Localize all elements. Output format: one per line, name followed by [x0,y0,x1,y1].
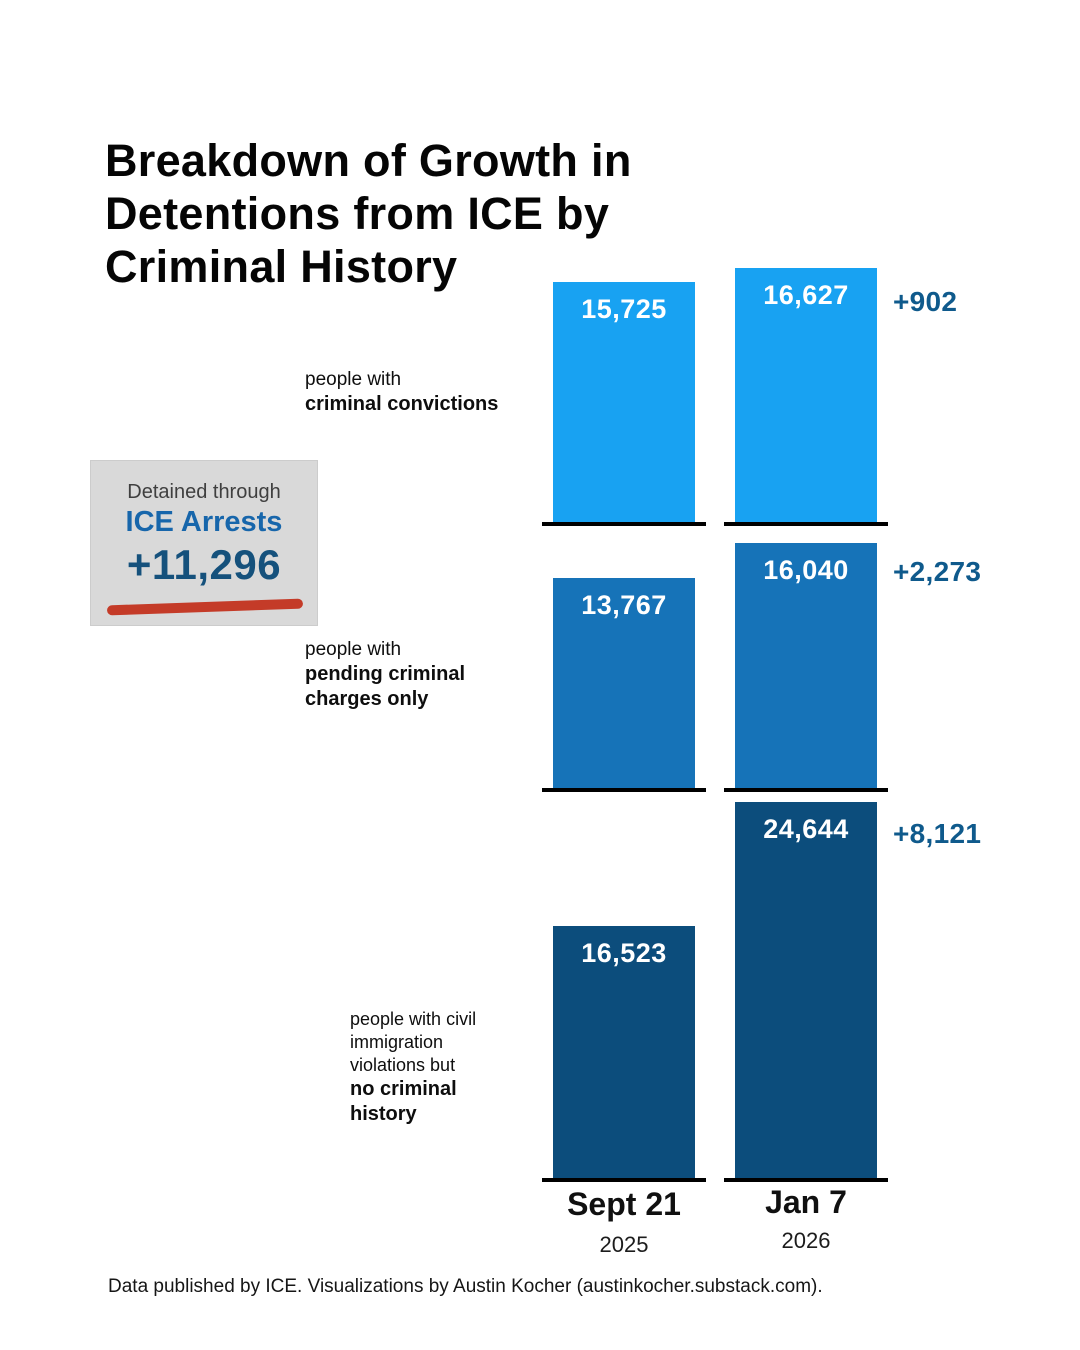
axis-baseline [724,1178,888,1182]
bar-value-label: 24,644 [763,814,849,844]
total-callout-box: Detained through ICE Arrests +11,296 [90,460,318,626]
bar-value-label: 16,040 [763,555,849,585]
category-label-bold: pending criminal charges only [305,663,466,711]
red-underline-stroke [106,598,304,616]
axis-baseline [724,788,888,792]
delta-label-no-criminal-history: +8,121 [893,818,982,849]
bar-value-label: 13,767 [581,590,667,620]
x-axis-year-2025: 2025 [599,1232,649,1257]
category-label-no-criminal-history: people with civil immigration violations… [350,1008,530,1127]
x-axis-year-2026: 2026 [781,1228,831,1253]
bar-sept21-criminal-convictions: 15,725 [553,282,695,522]
axis-baseline [542,788,706,792]
callout-title: ICE Arrests [125,506,283,538]
delta-label-criminal-convictions: +902 [893,286,958,317]
axis-baseline [542,522,706,526]
category-label-regular: people with civil immigration violations… [350,1009,477,1076]
category-label-bold: no criminal history [350,1078,457,1126]
bar-value-label: 15,725 [581,294,667,324]
category-label-bold: criminal convictions [305,393,499,416]
bar-sept21-no-criminal-history: 16,523 [553,926,695,1178]
category-label-regular: people with [305,639,402,660]
axis-baseline [542,1178,706,1182]
bar-jan7-no-criminal-history: 24,644 [735,802,877,1178]
bar-jan7-criminal-convictions: 16,627 [735,268,877,522]
bar-jan7-pending-charges: 16,040 [735,543,877,788]
category-label-criminal-convictions: people with criminal convictions [305,368,565,417]
page-title: Breakdown of Growth in Detentions from I… [105,135,632,293]
delta-label-pending-charges: +2,273 [893,556,982,587]
bar-value-label: 16,523 [581,938,667,968]
x-axis-label-jan7: Jan 7 [765,1184,847,1220]
axis-baseline [724,522,888,526]
source-credit: Data published by ICE. Visualizations by… [108,1276,823,1297]
category-label-regular: people with [305,369,402,390]
bar-value-label: 16,627 [763,280,849,310]
category-label-pending-charges: people with pending criminal charges onl… [305,638,565,712]
callout-eyebrow: Detained through [127,481,281,503]
callout-total-value: +11,296 [126,541,282,588]
bar-sept21-pending-charges: 13,767 [553,578,695,788]
x-axis-label-sept21: Sept 21 [567,1186,681,1222]
